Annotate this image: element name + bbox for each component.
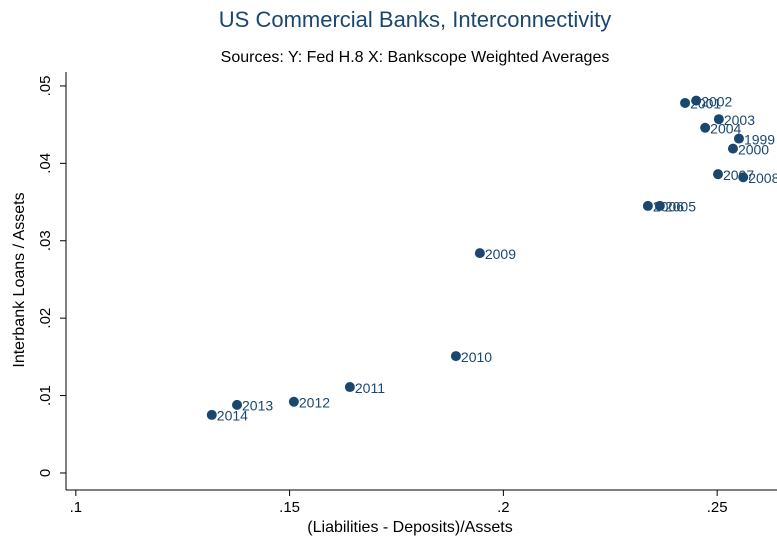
- point: [738, 172, 749, 183]
- x-tick-label: .25: [707, 499, 728, 516]
- point: [232, 399, 243, 410]
- point-label: 2011: [355, 380, 385, 396]
- point: [691, 95, 702, 106]
- point: [450, 351, 461, 362]
- point-label: 2005: [665, 199, 696, 215]
- y-tick-label: .05: [37, 76, 54, 97]
- x-tick-label: .1: [70, 499, 83, 516]
- point: [727, 143, 738, 154]
- chart-subtitle: Sources: Y: Fed H.8 X: Bankscope Weighte…: [221, 49, 610, 66]
- point: [700, 122, 711, 133]
- point-label: 2008: [748, 170, 777, 186]
- y-tick-label: .03: [37, 230, 54, 251]
- point: [474, 248, 485, 259]
- point: [712, 169, 723, 180]
- point-label: 1999: [744, 131, 775, 147]
- y-tick-label: .02: [37, 308, 54, 329]
- y-axis-label: Interbank Loans / Assets: [11, 192, 28, 367]
- chart-title: US Commercial Banks, Interconnectivity: [219, 7, 611, 32]
- x-tick-label: .2: [497, 499, 510, 516]
- point: [206, 409, 217, 420]
- x-tick-label: .15: [279, 499, 300, 516]
- point-label: 2010: [461, 349, 492, 365]
- point-label: 2009: [485, 246, 516, 262]
- point: [680, 97, 691, 108]
- point-label: 2014: [217, 408, 248, 424]
- point-label: 2013: [242, 398, 273, 414]
- point-label: 2012: [299, 394, 330, 410]
- point: [344, 382, 355, 393]
- point-label: 2000: [738, 141, 769, 157]
- y-tick-label: .01: [37, 385, 54, 406]
- x-axis-label: (Liabilities - Deposits)/Assets: [307, 519, 512, 536]
- point: [654, 200, 665, 211]
- point-label: 2003: [724, 112, 755, 128]
- point: [642, 200, 653, 211]
- point: [288, 396, 299, 407]
- point: [733, 133, 744, 144]
- point-label: 2004: [710, 120, 741, 136]
- y-tick-label: .04: [37, 153, 54, 174]
- point-label: 2002: [701, 93, 732, 109]
- point: [713, 114, 724, 125]
- y-tick-label: 0: [37, 469, 54, 477]
